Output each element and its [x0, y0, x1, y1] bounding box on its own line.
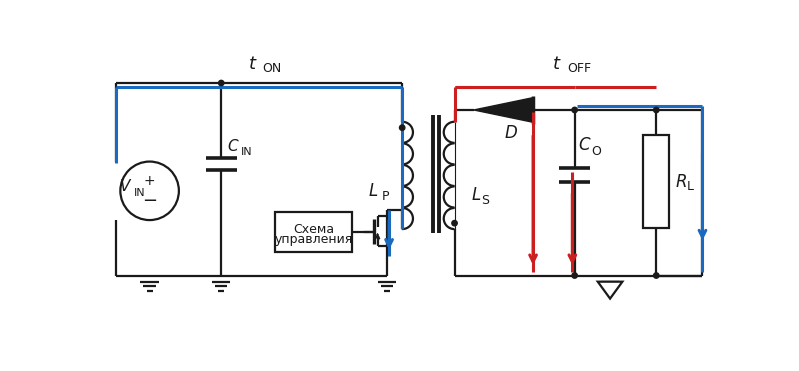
Circle shape — [572, 273, 578, 278]
Circle shape — [654, 107, 659, 113]
Bar — [275, 212, 352, 252]
Polygon shape — [598, 282, 622, 299]
Text: Схема: Схема — [293, 223, 334, 236]
Text: R: R — [675, 173, 687, 191]
Text: OFF: OFF — [567, 62, 591, 75]
Text: IN: IN — [133, 188, 145, 198]
Text: L: L — [368, 182, 378, 200]
Circle shape — [219, 81, 224, 86]
Text: O: O — [591, 145, 602, 158]
Text: D: D — [505, 124, 518, 142]
Circle shape — [400, 125, 405, 130]
Text: L: L — [471, 186, 481, 204]
Text: C: C — [228, 139, 238, 154]
Text: S: S — [482, 194, 490, 207]
Text: управления: управления — [275, 233, 352, 246]
Text: +: + — [144, 174, 156, 188]
Text: V: V — [120, 180, 130, 194]
Text: t: t — [553, 55, 559, 73]
Polygon shape — [474, 98, 533, 122]
Bar — [643, 135, 670, 228]
Text: −: − — [142, 192, 157, 210]
Text: L: L — [686, 180, 694, 193]
Text: P: P — [381, 190, 389, 203]
Text: IN: IN — [240, 147, 252, 157]
Circle shape — [572, 107, 578, 113]
Text: ON: ON — [262, 62, 281, 75]
Circle shape — [654, 273, 659, 278]
Circle shape — [452, 220, 457, 226]
Text: C: C — [578, 136, 590, 154]
Text: t: t — [248, 55, 256, 73]
